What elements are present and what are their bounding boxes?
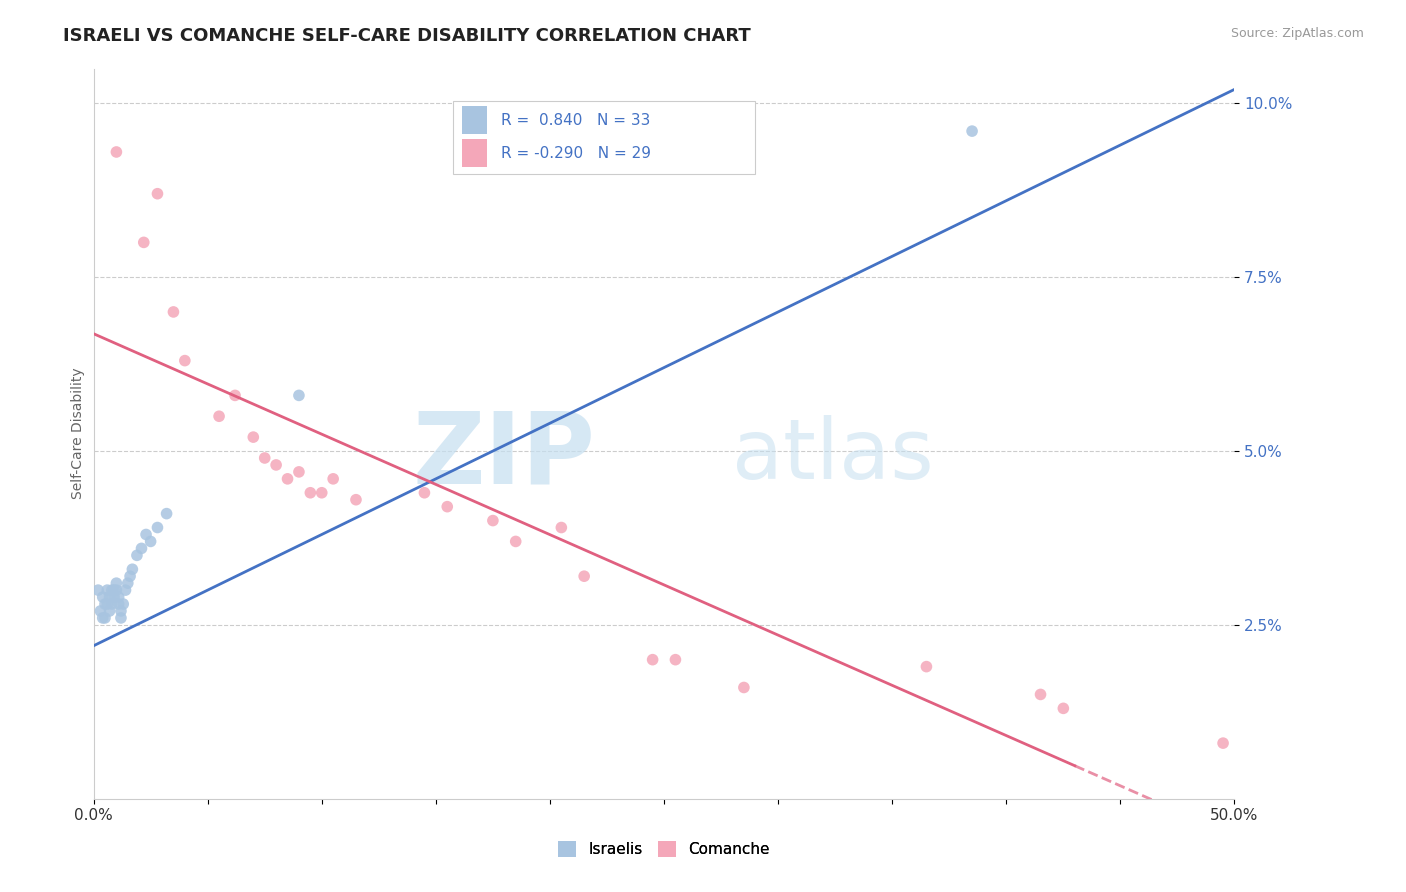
Point (208, 409, 231, 424)
Point (1052, 701, 1074, 715)
Y-axis label: Self-Care Disability: Self-Care Disability (72, 368, 86, 500)
Point (98, 604, 121, 618)
Point (114, 583, 136, 598)
Point (1029, 688, 1052, 702)
Point (98, 590, 121, 604)
Point (146, 520, 169, 534)
Point (105, 583, 128, 598)
Point (107, 590, 129, 604)
Point (162, 305, 184, 319)
Point (87, 583, 110, 598)
Text: R = -0.290   N = 29: R = -0.290 N = 29 (501, 145, 651, 161)
Point (105, 576, 128, 591)
Text: atlas: atlas (733, 415, 934, 496)
Point (155, 507, 177, 521)
Point (94, 611, 117, 625)
FancyBboxPatch shape (463, 139, 488, 167)
Point (299, 485, 322, 500)
Point (121, 562, 143, 576)
Point (322, 472, 344, 486)
FancyBboxPatch shape (463, 106, 488, 134)
Point (117, 576, 139, 591)
Point (103, 590, 125, 604)
Point (224, 388, 246, 402)
Point (436, 500, 458, 514)
Point (110, 604, 132, 618)
Point (277, 472, 299, 486)
Point (505, 534, 527, 549)
Point (413, 485, 436, 500)
Point (89, 604, 111, 618)
Point (96, 583, 118, 598)
Point (264, 458, 287, 472)
Point (664, 653, 686, 667)
Point (1212, 736, 1234, 750)
Point (733, 681, 755, 695)
Point (482, 514, 505, 528)
Point (242, 430, 264, 444)
Point (960, 124, 983, 138)
Point (132, 235, 155, 250)
Text: ISRAELI VS COMANCHE SELF-CARE DISABILITY CORRELATION CHART: ISRAELI VS COMANCHE SELF-CARE DISABILITY… (63, 27, 751, 45)
Point (110, 611, 132, 625)
Point (311, 485, 333, 500)
Point (120, 569, 142, 583)
Point (94, 597, 117, 611)
Point (915, 659, 938, 673)
Text: R =  0.840   N = 33: R = 0.840 N = 33 (501, 113, 650, 128)
Point (550, 520, 572, 534)
Point (641, 653, 664, 667)
Point (173, 353, 195, 368)
Point (253, 450, 276, 465)
Point (135, 527, 157, 541)
Point (103, 583, 125, 598)
Point (288, 388, 311, 402)
Point (101, 597, 124, 611)
Point (91, 590, 114, 604)
Point (572, 569, 595, 583)
Point (146, 186, 169, 201)
Point (344, 492, 367, 507)
Point (112, 597, 135, 611)
Point (101, 583, 124, 598)
Point (131, 541, 153, 556)
Point (91, 611, 114, 625)
FancyBboxPatch shape (453, 102, 755, 175)
Point (288, 465, 311, 479)
Point (105, 145, 128, 159)
Point (125, 549, 148, 563)
Point (107, 597, 129, 611)
Text: Source: ZipAtlas.com: Source: ZipAtlas.com (1230, 27, 1364, 40)
Legend: Israelis, Comanche: Israelis, Comanche (558, 841, 770, 857)
Point (96, 597, 118, 611)
Point (139, 534, 162, 549)
Text: ZIP: ZIP (413, 407, 596, 504)
